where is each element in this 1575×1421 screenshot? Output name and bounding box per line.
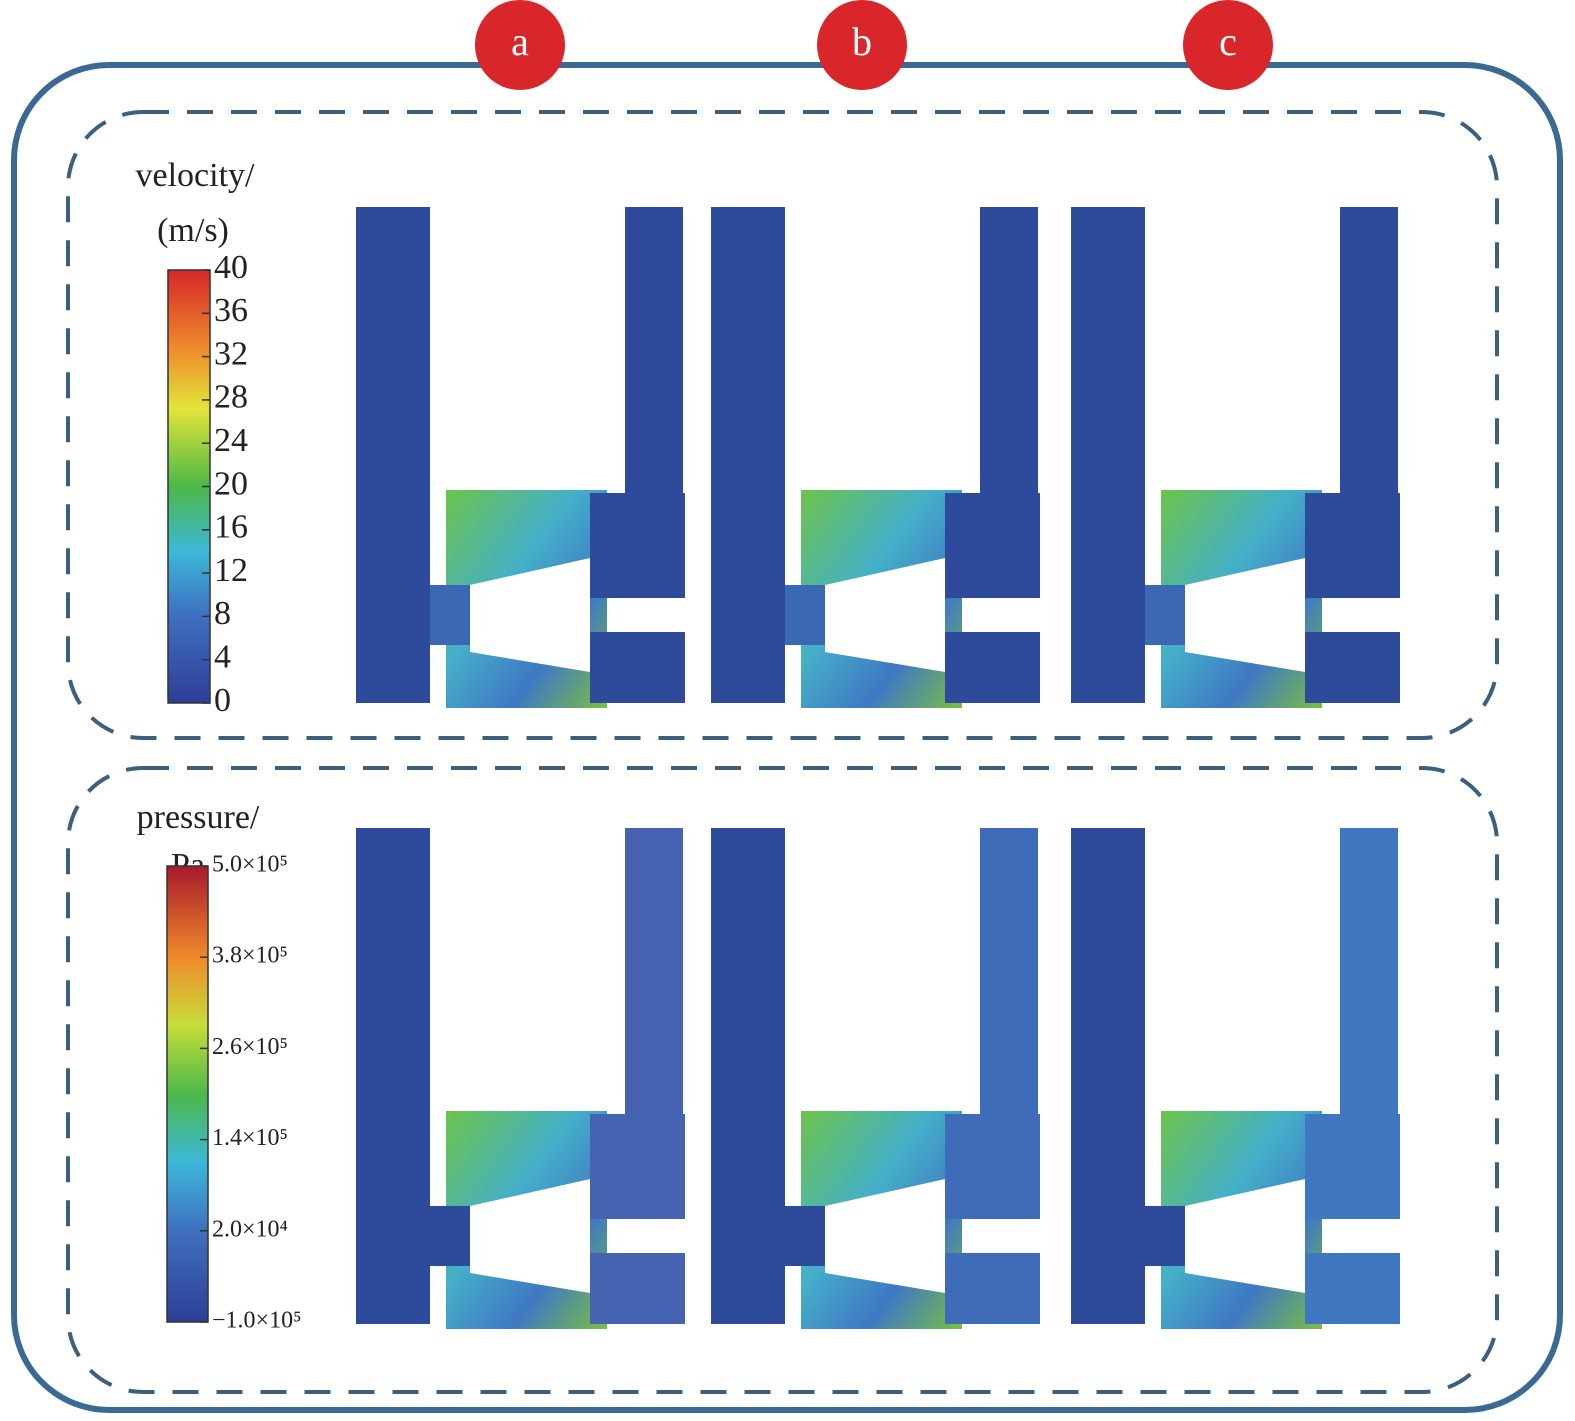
- velocity-title: velocity/: [136, 157, 256, 194]
- fan-cavity: [825, 558, 945, 672]
- tick-label: −1.0×10⁵: [212, 1308, 301, 1334]
- outlet-lower: [945, 632, 1040, 703]
- neck: [1145, 1206, 1185, 1266]
- tick-label: 1.4×10⁵: [212, 1125, 288, 1151]
- panel-label: a: [511, 19, 529, 64]
- inlet-column: [1071, 828, 1145, 1324]
- outlet-upper: [590, 493, 685, 598]
- outlet-upper: [1305, 493, 1400, 598]
- tick-label: 16: [214, 509, 248, 546]
- outlet-column: [1340, 828, 1398, 1114]
- neck: [430, 585, 470, 645]
- tick-label: 3.8×10⁵: [212, 943, 288, 969]
- pressure-frame: [66, 766, 1499, 1394]
- tick-label: 28: [214, 379, 248, 416]
- tick-label: 5.0×10⁵: [212, 852, 288, 878]
- pressure-colorbar: [166, 865, 209, 1323]
- velocity-frame: [66, 110, 1499, 740]
- inlet-column: [711, 207, 785, 703]
- inlet-column: [1071, 207, 1145, 703]
- panel-label: b: [852, 19, 872, 64]
- outlet-lower: [1305, 632, 1400, 703]
- fan-cavity: [825, 1179, 945, 1293]
- outlet-upper: [945, 493, 1040, 598]
- inlet-column: [356, 828, 430, 1324]
- outlet-column: [980, 207, 1038, 493]
- tick-label: 36: [214, 292, 248, 329]
- neck: [1145, 585, 1185, 645]
- tick-label: 0: [214, 682, 231, 719]
- tick-label: 32: [214, 335, 248, 372]
- outlet-column: [625, 207, 683, 493]
- inlet-column: [356, 207, 430, 703]
- tick-label: 20: [214, 465, 248, 502]
- neck: [785, 1206, 825, 1266]
- outlet-lower: [1305, 1253, 1400, 1324]
- tick-label: 2.0×10⁴: [212, 1216, 288, 1242]
- panel-label: c: [1219, 19, 1237, 64]
- pressure-title: pressure/: [137, 799, 260, 836]
- tick-label: 40: [214, 249, 248, 286]
- outlet-upper: [590, 1114, 685, 1219]
- tick-label: 24: [214, 422, 248, 459]
- outlet-upper: [945, 1114, 1040, 1219]
- tick-label: 2.6×10⁵: [212, 1034, 288, 1060]
- tick-label: 4: [214, 638, 231, 675]
- velocity-unit: (m/s): [157, 212, 229, 249]
- neck: [430, 1206, 470, 1266]
- tick-label: 8: [214, 595, 231, 632]
- outlet-upper: [1305, 1114, 1400, 1219]
- outlet-lower: [590, 1253, 685, 1324]
- outlet-column: [1340, 207, 1398, 493]
- label-badge: [1183, 0, 1273, 90]
- fan-cavity: [1185, 1179, 1305, 1293]
- outlet-column: [625, 828, 683, 1114]
- outlet-lower: [945, 1253, 1040, 1324]
- neck: [785, 585, 825, 645]
- label-badge: [475, 0, 565, 90]
- fan-cavity: [470, 558, 590, 672]
- inlet-column: [711, 828, 785, 1324]
- label-badge: [817, 0, 907, 90]
- fan-cavity: [1185, 558, 1305, 672]
- outlet-lower: [590, 632, 685, 703]
- contour-plots: [356, 207, 1400, 1329]
- tick-label: 12: [214, 552, 248, 589]
- outer-frame: [11, 62, 1563, 1413]
- outlet-column: [980, 828, 1038, 1114]
- fan-cavity: [470, 1179, 590, 1293]
